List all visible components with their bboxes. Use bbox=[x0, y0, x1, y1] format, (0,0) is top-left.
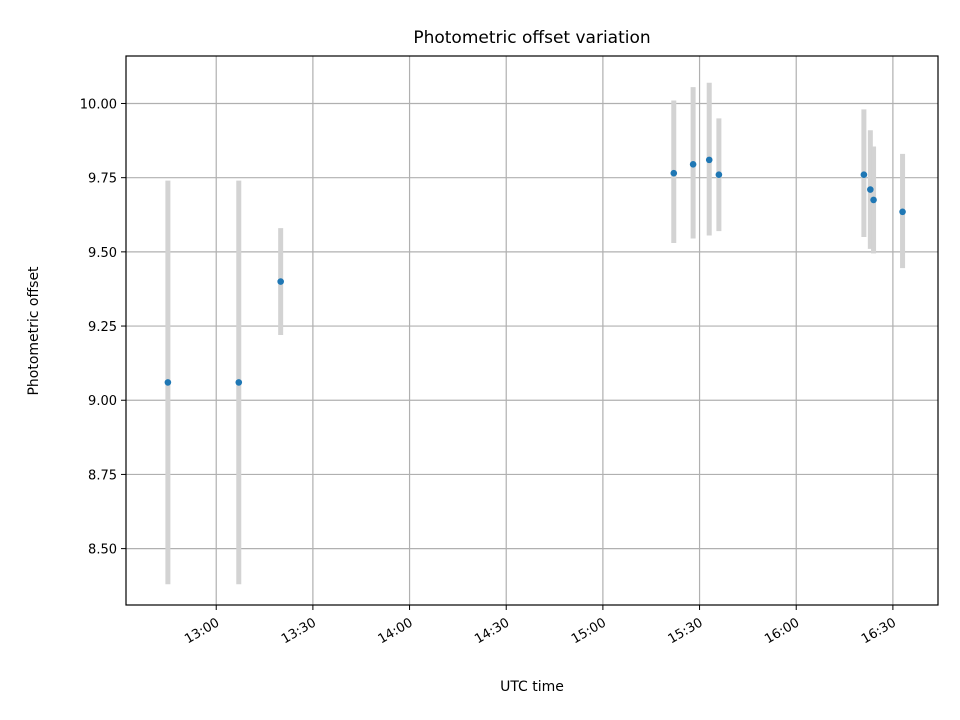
y-tick-label: 10.00 bbox=[80, 97, 117, 112]
x-tick-label: 14:30 bbox=[472, 615, 512, 647]
y-tick-label: 8.75 bbox=[88, 468, 117, 483]
x-tick-label: 15:00 bbox=[569, 615, 609, 647]
x-tick-label: 14:00 bbox=[376, 615, 416, 647]
data-points bbox=[164, 156, 906, 386]
x-tick-label: 13:30 bbox=[279, 615, 319, 647]
y-tick-label: 9.25 bbox=[88, 320, 117, 335]
x-axis-ticks: 13:00 13:30 14:00 14:30 15:00 15:30 16:00 16:30 bbox=[182, 605, 899, 647]
x-tick-label: 16:00 bbox=[762, 615, 802, 647]
data-point bbox=[870, 196, 877, 204]
plot-area-frame bbox=[125, 55, 939, 606]
x-axis-label: UTC time bbox=[500, 679, 564, 695]
data-point bbox=[277, 278, 284, 285]
x-tick-label: 13:00 bbox=[182, 615, 222, 647]
x-tick-label: 15:30 bbox=[666, 615, 706, 647]
y-tick-label: 9.00 bbox=[88, 394, 117, 409]
data-point bbox=[715, 171, 723, 179]
data-point bbox=[670, 169, 678, 177]
x-tick-label: 16:30 bbox=[859, 615, 899, 647]
y-axis-ticks: 8.50 8.75 9.00 9.25 9.50 9.75 10.00 bbox=[80, 97, 126, 558]
grid bbox=[126, 56, 938, 605]
data-point bbox=[705, 156, 713, 164]
y-tick-label: 9.50 bbox=[88, 246, 117, 261]
errorbars bbox=[165, 82, 906, 585]
data-point bbox=[860, 171, 868, 179]
y-tick-label: 9.75 bbox=[88, 172, 117, 187]
data-point bbox=[899, 208, 906, 216]
data-point bbox=[689, 161, 697, 168]
data-point bbox=[235, 379, 243, 386]
chart-title: Photometric offset variation bbox=[413, 28, 650, 48]
y-tick-label: 8.50 bbox=[88, 543, 117, 558]
data-point bbox=[867, 186, 874, 193]
data-point bbox=[164, 379, 172, 386]
y-axis-label: Photometric offset bbox=[26, 266, 42, 396]
